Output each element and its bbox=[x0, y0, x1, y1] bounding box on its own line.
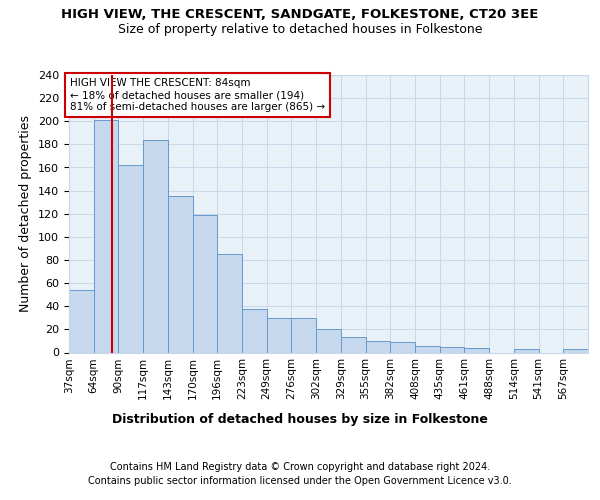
Bar bbox=[168, 196, 193, 352]
Text: HIGH VIEW THE CRESCENT: 84sqm
← 18% of detached houses are smaller (194)
81% of : HIGH VIEW THE CRESCENT: 84sqm ← 18% of d… bbox=[70, 78, 325, 112]
Bar bbox=[563, 349, 588, 352]
Bar bbox=[440, 346, 464, 352]
Bar bbox=[341, 338, 365, 352]
Text: Distribution of detached houses by size in Folkestone: Distribution of detached houses by size … bbox=[112, 412, 488, 426]
Bar bbox=[217, 254, 242, 352]
Y-axis label: Number of detached properties: Number of detached properties bbox=[19, 116, 32, 312]
Bar bbox=[292, 318, 316, 352]
Bar bbox=[316, 330, 341, 352]
Bar bbox=[365, 341, 390, 352]
Bar bbox=[415, 346, 440, 352]
Bar bbox=[514, 349, 539, 352]
Bar bbox=[464, 348, 489, 352]
Text: Contains HM Land Registry data © Crown copyright and database right 2024.: Contains HM Land Registry data © Crown c… bbox=[110, 462, 490, 472]
Bar bbox=[242, 308, 267, 352]
Bar bbox=[390, 342, 415, 352]
Bar bbox=[267, 318, 292, 352]
Text: HIGH VIEW, THE CRESCENT, SANDGATE, FOLKESTONE, CT20 3EE: HIGH VIEW, THE CRESCENT, SANDGATE, FOLKE… bbox=[61, 8, 539, 20]
Bar bbox=[94, 120, 118, 352]
Bar bbox=[69, 290, 94, 352]
Text: Size of property relative to detached houses in Folkestone: Size of property relative to detached ho… bbox=[118, 22, 482, 36]
Bar bbox=[143, 140, 168, 352]
Bar bbox=[118, 165, 143, 352]
Bar bbox=[193, 215, 217, 352]
Text: Contains public sector information licensed under the Open Government Licence v3: Contains public sector information licen… bbox=[88, 476, 512, 486]
